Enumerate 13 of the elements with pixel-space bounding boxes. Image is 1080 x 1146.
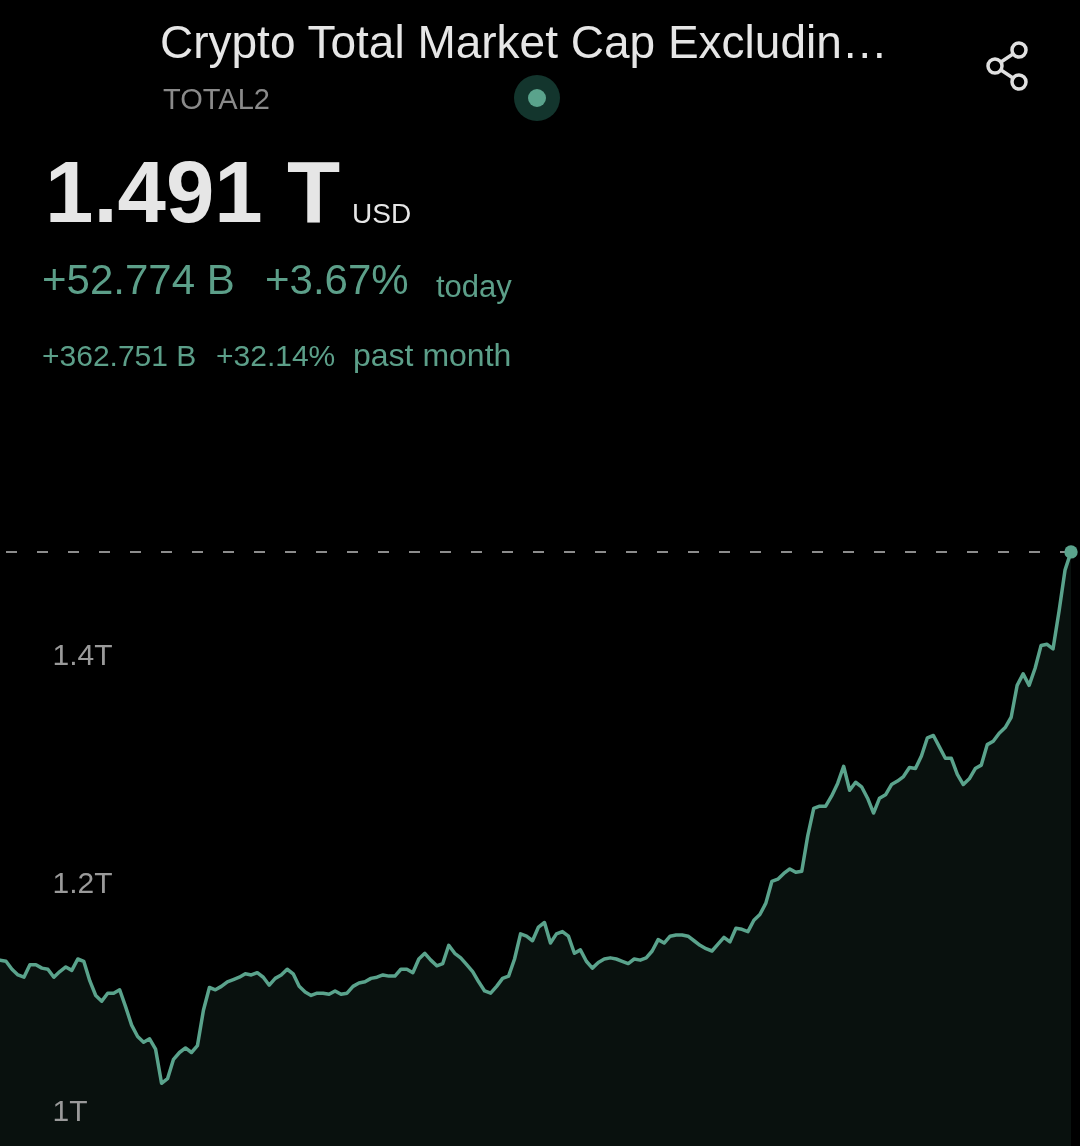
annotation: +362.751 B [42, 338, 197, 372]
annotation: USD [352, 198, 412, 230]
text: TOTAL2 [163, 83, 270, 116]
y-tick-label: 1.4T [52, 638, 113, 672]
annotation: +52.774 B [42, 256, 235, 304]
annotation: +3.67% [265, 256, 409, 304]
chart-title: Crypto Total Market Cap Excludin… [160, 15, 888, 68]
annotation: today [436, 268, 512, 304]
y-tick-label: 1.2T [52, 866, 113, 900]
annotation: 1.491 T [45, 143, 341, 241]
annotation: past month [353, 336, 512, 373]
y-tick-label: 1T [52, 1094, 88, 1128]
annotation: +32.14% [216, 338, 336, 372]
